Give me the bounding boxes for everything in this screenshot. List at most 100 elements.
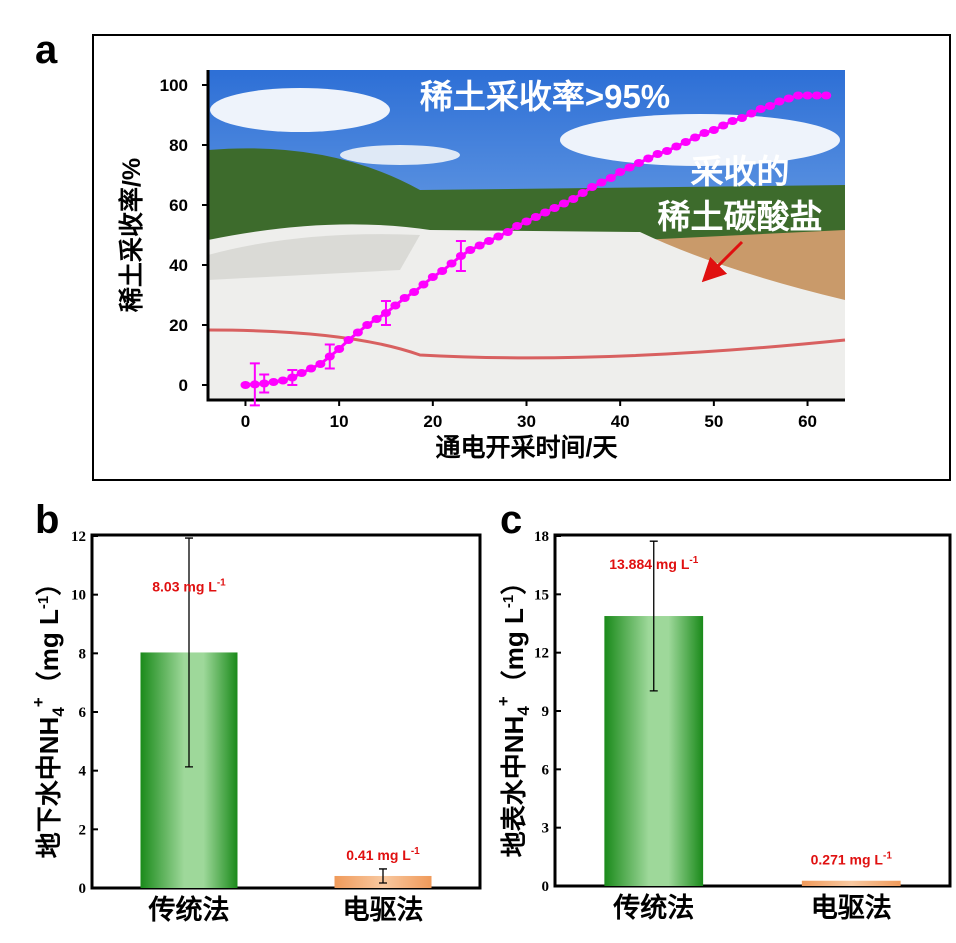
data-point [380, 309, 391, 317]
data-point [568, 195, 579, 203]
panel-label-c: c [500, 498, 523, 542]
data-point [484, 237, 495, 245]
data-point [268, 378, 279, 386]
error-bar [185, 537, 193, 768]
data-point [774, 97, 785, 106]
data-point [765, 102, 776, 110]
data-point [399, 294, 410, 302]
data-point [502, 228, 513, 236]
data-label: 13.884 mg L-1 [609, 555, 698, 572]
data-point [371, 315, 382, 323]
data-point [718, 121, 729, 130]
y-tick-label: 3 [542, 821, 550, 837]
category-label: 电驱法 [811, 893, 892, 923]
data-point [277, 376, 288, 385]
data-point [390, 301, 401, 310]
x-tick-label: 0 [241, 412, 250, 431]
y-axis-label: 稀土采收率/% [117, 158, 146, 312]
x-tick-label: 60 [798, 412, 817, 431]
y-tick-label: 15 [534, 587, 549, 603]
data-point [334, 345, 345, 353]
category-label: 电驱法 [343, 895, 424, 925]
category-label: 传统法 [612, 892, 694, 923]
y-tick-label: 0 [179, 376, 188, 395]
error-bar [379, 868, 387, 884]
data-label: 8.03 mg L-1 [152, 578, 226, 595]
data-point [708, 126, 719, 134]
x-tick-label: 40 [611, 412, 630, 431]
data-point [427, 273, 438, 281]
y-tick-label: 18 [534, 529, 549, 545]
data-point [662, 147, 673, 155]
data-point [437, 267, 448, 275]
data-point [643, 154, 654, 163]
x-tick-label: 10 [330, 412, 349, 431]
data-point [699, 129, 710, 137]
y-tick-label: 40 [169, 256, 188, 275]
data-point [493, 232, 504, 241]
data-point [418, 280, 429, 289]
data-point [521, 217, 532, 226]
data-point [746, 109, 757, 118]
data-point [605, 174, 616, 182]
data-point [736, 114, 747, 122]
data-point [455, 252, 466, 260]
data-point [306, 364, 317, 373]
x-axis-label: 通电开采时间/天 [436, 434, 618, 462]
y-tick-label: 100 [160, 76, 188, 95]
data-point [680, 138, 691, 146]
data-point [596, 178, 607, 187]
data-point [240, 381, 251, 389]
error-bar [649, 540, 658, 692]
data-label: 0.271 mg L-1 [811, 851, 893, 868]
data-point [512, 222, 523, 230]
x-tick-label: 30 [517, 412, 536, 431]
y-axis-label: 地下水中NH4+（mg L-1） [29, 570, 68, 858]
y-tick-label: 20 [169, 316, 188, 335]
data-point [671, 142, 682, 151]
data-point [821, 91, 832, 100]
x-tick-label: 50 [704, 412, 723, 431]
arrow-icon [701, 240, 744, 283]
data-point [577, 189, 588, 197]
axes [206, 70, 845, 402]
data-label: 0.41 mg L-1 [346, 846, 420, 863]
data-point [540, 208, 551, 217]
panel-label-a: a [35, 28, 58, 72]
annotation-carbonate: 稀土碳酸盐 [658, 198, 823, 235]
y-tick-label: 60 [169, 196, 188, 215]
y-tick-label: 9 [542, 704, 550, 720]
data-point [362, 321, 373, 329]
y-tick-label: 0 [542, 879, 550, 895]
data-point [652, 150, 663, 158]
data-point [296, 369, 307, 377]
annotation-recovery: 稀土采收率>95% [420, 78, 670, 115]
data-point [352, 328, 363, 337]
data-point [793, 91, 804, 100]
y-tick-label: 80 [169, 136, 188, 155]
data-point [446, 259, 457, 268]
data-point [783, 94, 794, 103]
data-point [530, 213, 541, 221]
data-point [587, 183, 598, 191]
y-tick-label: 4 [79, 764, 87, 780]
data-point [811, 91, 822, 100]
panel-label-b: b [35, 498, 60, 542]
data-point [409, 288, 420, 296]
data-point [315, 360, 326, 368]
photo-background [207, 70, 846, 400]
data-point [549, 204, 560, 212]
y-tick-label: 12 [71, 529, 86, 545]
y-tick-label: 8 [79, 646, 87, 662]
y-tick-label: 0 [79, 881, 87, 897]
data-point [465, 246, 476, 254]
panel-a-frame [92, 34, 951, 481]
data-point [324, 352, 335, 361]
y-tick-label: 12 [534, 646, 549, 662]
y-tick-label: 6 [79, 705, 87, 721]
data-point [259, 379, 270, 388]
y-tick-label: 10 [71, 588, 86, 604]
annotation-harvested: 采收的 [691, 153, 790, 190]
data-point [287, 373, 298, 382]
